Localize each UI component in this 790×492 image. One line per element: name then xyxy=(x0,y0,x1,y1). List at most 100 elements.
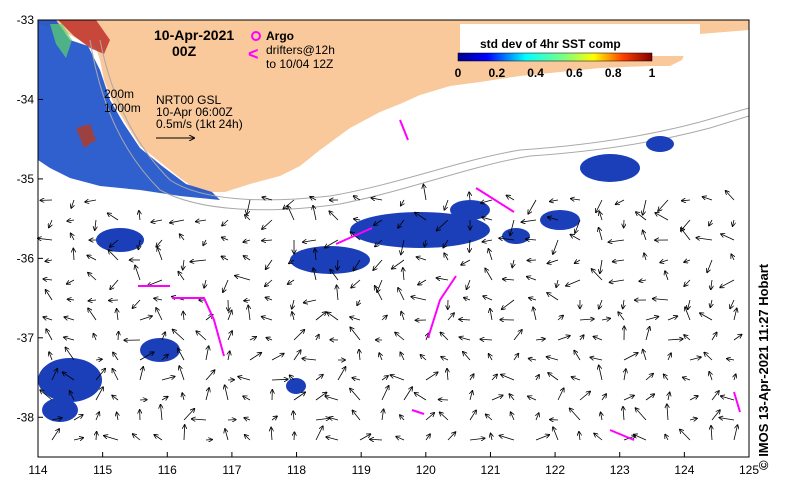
current-vector xyxy=(352,378,361,380)
current-vector xyxy=(411,297,427,301)
current-vector xyxy=(88,273,97,281)
current-vector xyxy=(689,357,701,360)
sst-patches xyxy=(38,136,674,422)
current-vector xyxy=(205,370,215,381)
current-vector xyxy=(93,334,96,341)
drifters-label: drifters@12h xyxy=(266,43,335,57)
current-vector xyxy=(447,313,454,321)
current-vector xyxy=(183,312,184,321)
current-vector xyxy=(440,412,449,421)
colorbar-ticks: 0 0.2 0.4 0.6 0.8 1 xyxy=(455,66,656,80)
current-vector xyxy=(665,435,668,441)
current-vector xyxy=(288,206,295,221)
current-vector xyxy=(624,369,626,381)
current-vector xyxy=(415,213,427,221)
current-vector xyxy=(668,392,670,401)
current-vector xyxy=(139,367,143,381)
current-vector xyxy=(485,268,493,281)
current-vector xyxy=(183,259,184,270)
y-tick-label: -35 xyxy=(17,172,35,186)
current-vector xyxy=(440,332,449,341)
drifter-track xyxy=(411,409,425,415)
current-vector xyxy=(623,353,638,361)
map-time: 00Z xyxy=(172,43,197,59)
current-vector xyxy=(696,238,713,240)
current-vector xyxy=(51,429,59,441)
current-vector xyxy=(683,377,691,380)
current-vector xyxy=(579,391,590,401)
current-vector xyxy=(610,280,625,282)
current-vector xyxy=(245,215,251,221)
current-vector xyxy=(441,357,449,360)
current-vector xyxy=(71,233,74,241)
current-vector xyxy=(401,239,405,254)
current-vector xyxy=(529,359,537,360)
current-vector xyxy=(262,240,273,241)
current-vector xyxy=(180,234,185,241)
current-vector xyxy=(483,296,493,301)
credit-text: © IMOS 13-Apr-2021 11:27 Hobart xyxy=(756,263,771,470)
current-vector xyxy=(734,308,737,321)
current-vector xyxy=(579,432,580,441)
current-vector xyxy=(70,391,75,401)
current-vector xyxy=(138,239,140,249)
current-vector xyxy=(161,397,168,400)
current-vector xyxy=(245,435,251,441)
current-vector xyxy=(529,298,537,300)
current-vector xyxy=(156,308,163,321)
current-vector xyxy=(566,279,581,286)
current-vector xyxy=(370,439,383,440)
current-vector xyxy=(43,279,53,280)
current-vector xyxy=(310,197,317,200)
current-vector xyxy=(238,377,251,381)
current-time: 10-Apr 06:00Z xyxy=(156,105,233,119)
current-vector xyxy=(415,393,427,401)
current-vector xyxy=(425,413,434,421)
current-vector xyxy=(509,394,515,401)
colorbar-tick-label: 0.4 xyxy=(527,66,544,80)
current-vector xyxy=(315,312,326,321)
current-vector xyxy=(112,395,119,401)
current-vector xyxy=(639,280,647,281)
current-vector xyxy=(262,197,273,200)
current-vector xyxy=(521,220,537,222)
current-vector xyxy=(601,394,606,401)
isobath-1000-label: 1000m xyxy=(104,101,141,115)
x-tick-label: 125 xyxy=(739,463,759,477)
current-vector xyxy=(373,259,383,270)
current-vector xyxy=(556,279,558,287)
current-vector xyxy=(371,198,383,200)
current-vector xyxy=(536,413,539,421)
colorbar: std dev of 4hr SST comp 0 0.2 0.4 0.6 0.8 1 xyxy=(455,24,700,80)
current-vector xyxy=(733,219,734,226)
current-vector xyxy=(221,256,229,260)
current-vector xyxy=(599,365,603,381)
current-vector xyxy=(244,256,251,261)
current-vector xyxy=(85,200,97,202)
current-vector xyxy=(337,259,338,270)
current-vector xyxy=(178,272,185,281)
current-vector xyxy=(95,219,96,230)
current-vector xyxy=(225,429,229,441)
colorbar-tick-label: 1 xyxy=(649,66,656,80)
sst-hotspot-green xyxy=(50,24,72,58)
current-vector xyxy=(326,437,339,441)
current-vector xyxy=(395,333,405,341)
current-vector xyxy=(613,260,625,262)
current-vector xyxy=(574,351,581,361)
current-vector xyxy=(62,372,75,381)
current-vector xyxy=(469,239,470,252)
current-vector xyxy=(109,300,119,301)
current-vector xyxy=(204,279,206,288)
current-vector xyxy=(510,219,515,235)
current-vector xyxy=(49,352,52,361)
current-vector xyxy=(711,391,719,401)
current-vector xyxy=(183,409,194,421)
current-vector xyxy=(293,392,305,401)
current-vector xyxy=(710,299,712,307)
current-vector xyxy=(38,238,53,240)
current-vector xyxy=(719,418,735,420)
current-vector xyxy=(704,352,713,361)
current-vector xyxy=(315,375,323,381)
current-vector xyxy=(688,299,690,309)
